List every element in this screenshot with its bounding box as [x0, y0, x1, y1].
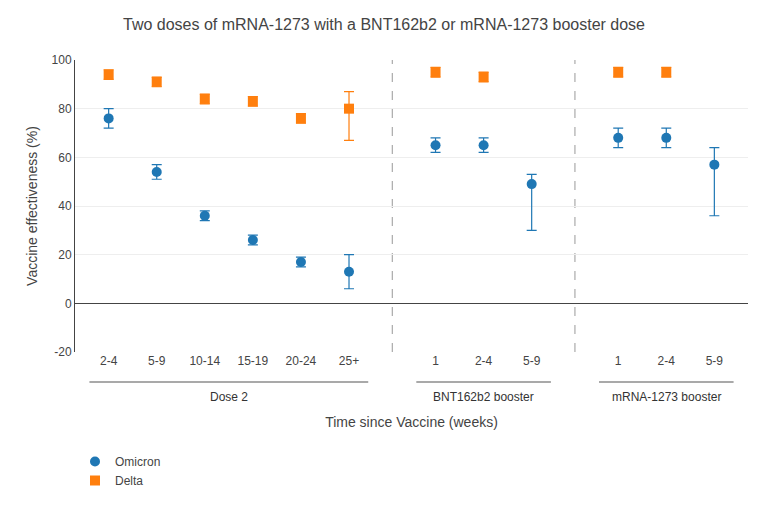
- svg-text:20-24: 20-24: [286, 354, 317, 368]
- svg-text:1: 1: [432, 354, 439, 368]
- svg-text:60: 60: [58, 151, 72, 165]
- svg-text:2-4: 2-4: [475, 354, 493, 368]
- svg-text:Vaccine effectiveness (%): Vaccine effectiveness (%): [24, 126, 40, 286]
- svg-text:Time since Vaccine (weeks): Time since Vaccine (weeks): [325, 414, 498, 430]
- svg-text:80: 80: [58, 102, 72, 116]
- svg-text:1: 1: [615, 354, 622, 368]
- svg-text:2-4: 2-4: [658, 354, 676, 368]
- svg-text:Two doses of mRNA-1273 with a: Two doses of mRNA-1273 with a BNT162b2 o…: [123, 16, 645, 33]
- svg-text:20: 20: [58, 248, 72, 262]
- svg-text:-20: -20: [54, 345, 72, 359]
- svg-text:BNT162b2 booster: BNT162b2 booster: [433, 390, 534, 404]
- svg-text:Delta: Delta: [115, 474, 143, 488]
- svg-text:Dose 2: Dose 2: [210, 390, 248, 404]
- svg-text:25+: 25+: [339, 354, 359, 368]
- svg-text:5-9: 5-9: [523, 354, 541, 368]
- svg-text:0: 0: [65, 297, 72, 311]
- svg-text:5-9: 5-9: [706, 354, 724, 368]
- svg-text:15-19: 15-19: [238, 354, 269, 368]
- svg-text:10-14: 10-14: [189, 354, 220, 368]
- svg-text:40: 40: [58, 199, 72, 213]
- svg-text:mRNA-1273 booster: mRNA-1273 booster: [612, 390, 721, 404]
- svg-text:2-4: 2-4: [100, 354, 118, 368]
- svg-text:5-9: 5-9: [148, 354, 166, 368]
- svg-text:100: 100: [52, 53, 72, 67]
- svg-text:Omicron: Omicron: [115, 455, 160, 469]
